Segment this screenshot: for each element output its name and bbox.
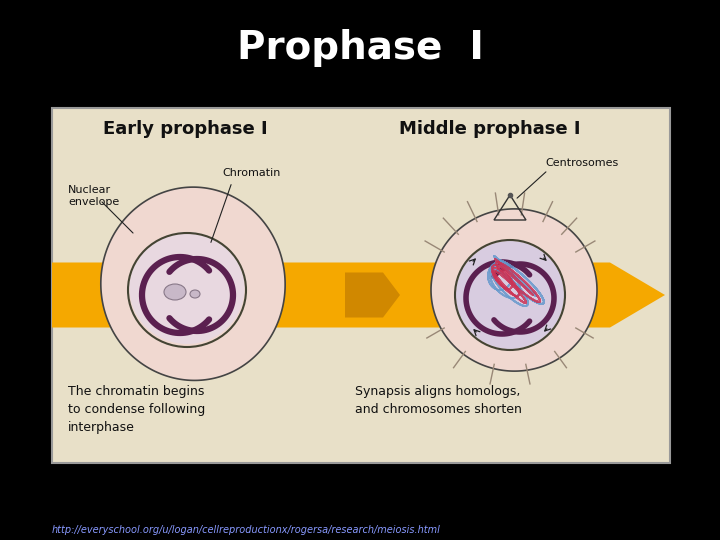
Polygon shape	[345, 273, 400, 318]
Text: The chromatin begins
to condense following
interphase: The chromatin begins to condense followi…	[68, 385, 205, 434]
Ellipse shape	[130, 232, 245, 344]
Polygon shape	[431, 209, 597, 371]
Ellipse shape	[164, 284, 186, 300]
Ellipse shape	[190, 290, 200, 298]
Text: Centrosomes: Centrosomes	[545, 158, 618, 168]
FancyBboxPatch shape	[52, 108, 670, 463]
Text: Middle prophase I: Middle prophase I	[400, 120, 581, 138]
Text: http://everyschool.org/u/logan/cellreproductionx/rogersa/research/meiosis.html: http://everyschool.org/u/logan/cellrepro…	[52, 525, 441, 535]
Text: Chromatin: Chromatin	[222, 168, 280, 178]
Text: Early prophase I: Early prophase I	[103, 120, 267, 138]
Text: Nuclear
envelope: Nuclear envelope	[68, 185, 120, 207]
Polygon shape	[101, 187, 285, 380]
Text: Synapsis aligns homologs,
and chromosomes shorten: Synapsis aligns homologs, and chromosome…	[355, 385, 522, 416]
Polygon shape	[52, 262, 665, 327]
Text: Prophase  I: Prophase I	[237, 29, 483, 67]
Ellipse shape	[456, 241, 564, 349]
